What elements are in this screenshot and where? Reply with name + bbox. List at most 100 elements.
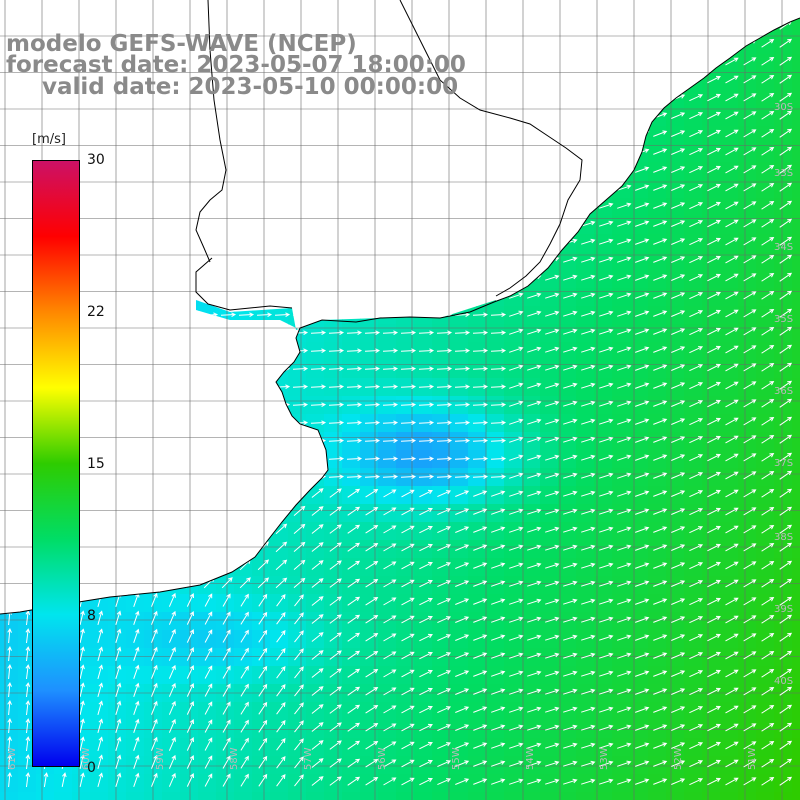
wind-arrow xyxy=(239,367,253,371)
speed-cell xyxy=(522,180,541,199)
wind-arrow xyxy=(401,313,415,317)
wind-arrow xyxy=(491,293,504,298)
speed-cell xyxy=(270,504,289,523)
speed-cell xyxy=(432,792,451,800)
wind-arrow xyxy=(726,22,738,29)
speed-cell xyxy=(486,270,505,289)
speed-cell xyxy=(234,486,253,505)
speed-cell xyxy=(486,90,505,109)
wind-arrow xyxy=(491,5,504,10)
speed-cell xyxy=(180,486,199,505)
wind-arrow xyxy=(276,254,286,263)
wind-arrow xyxy=(384,112,396,119)
wind-arrow xyxy=(132,236,142,246)
wind-arrow xyxy=(599,167,612,172)
wind-arrow xyxy=(239,421,253,425)
wind-arrow xyxy=(419,130,432,136)
speed-cell xyxy=(126,450,145,469)
wind-arrow xyxy=(275,349,289,353)
speed-cell xyxy=(162,0,181,19)
speed-cell xyxy=(540,72,559,91)
speed-cell xyxy=(738,0,757,19)
speed-cell xyxy=(270,0,289,19)
speed-cell xyxy=(666,72,685,91)
speed-cell xyxy=(486,0,505,19)
speed-cell xyxy=(792,288,800,307)
wind-arrow xyxy=(113,349,127,353)
speed-cell xyxy=(90,342,109,361)
wind-arrow xyxy=(312,129,323,138)
lon-label: 61W xyxy=(7,747,18,770)
wind-arrow xyxy=(150,164,160,174)
wind-arrow xyxy=(348,291,360,299)
wind-arrow xyxy=(635,23,648,28)
wind-arrow xyxy=(509,95,522,100)
wind-arrow xyxy=(653,5,666,10)
lat-label: 39S xyxy=(774,604,793,615)
speed-cell xyxy=(306,306,325,325)
wind-arrow xyxy=(366,220,378,228)
wind-arrow xyxy=(168,182,178,192)
speed-cell xyxy=(486,234,505,253)
wind-arrow xyxy=(330,183,341,191)
speed-cell xyxy=(0,162,19,181)
speed-cell xyxy=(0,324,19,343)
speed-cell xyxy=(162,792,181,800)
wind-arrow xyxy=(294,147,305,156)
speed-cell xyxy=(378,792,397,800)
speed-cell xyxy=(234,288,253,307)
wind-arrow xyxy=(491,41,504,46)
speed-cell xyxy=(432,198,451,217)
speed-cell xyxy=(162,450,181,469)
lon-label: 58W xyxy=(229,747,240,770)
lon-label: 55W xyxy=(451,747,462,770)
wind-arrow xyxy=(168,200,178,210)
wind-arrow xyxy=(150,146,160,156)
wind-arrow xyxy=(149,331,163,335)
wind-arrow xyxy=(186,218,196,228)
speed-cell xyxy=(198,414,217,433)
wind-arrow xyxy=(599,41,612,46)
speed-cell xyxy=(378,0,397,19)
speed-cell xyxy=(90,576,109,595)
wind-arrow xyxy=(545,23,558,28)
speed-cell xyxy=(216,360,235,379)
lon-label: 51W xyxy=(747,747,758,770)
wind-arrow xyxy=(455,257,468,263)
speed-cell xyxy=(612,90,631,109)
wind-arrow xyxy=(167,385,181,389)
wind-arrow xyxy=(509,167,522,172)
speed-cell xyxy=(432,108,451,127)
wind-arrow xyxy=(275,421,289,425)
speed-cell xyxy=(0,396,19,415)
lat-label: 38S xyxy=(774,532,793,543)
speed-cell xyxy=(126,540,145,559)
wind-arrow xyxy=(167,475,181,479)
speed-cell xyxy=(630,108,649,127)
wind-arrow xyxy=(294,255,305,264)
wind-arrow xyxy=(473,239,486,245)
speed-cell xyxy=(108,162,127,181)
colorbar xyxy=(32,160,80,767)
speed-cell xyxy=(522,18,541,37)
wind-arrow xyxy=(419,202,432,208)
speed-cell xyxy=(576,54,595,73)
wind-arrow xyxy=(167,331,181,335)
wind-arrow xyxy=(294,489,305,498)
wind-arrow xyxy=(186,182,196,192)
speed-cell xyxy=(504,234,523,253)
wind-arrow xyxy=(312,201,323,210)
wind-arrow xyxy=(5,475,19,479)
speed-cell xyxy=(756,18,775,37)
speed-cell xyxy=(288,108,307,127)
wind-arrow xyxy=(96,524,106,533)
speed-cell xyxy=(126,108,145,127)
wind-arrow xyxy=(5,421,19,425)
wind-arrow xyxy=(581,41,594,46)
wind-arrow xyxy=(6,184,18,192)
speed-cell xyxy=(126,0,145,19)
speed-cell xyxy=(216,108,235,127)
wind-arrow xyxy=(239,385,253,389)
speed-cell xyxy=(198,180,217,199)
